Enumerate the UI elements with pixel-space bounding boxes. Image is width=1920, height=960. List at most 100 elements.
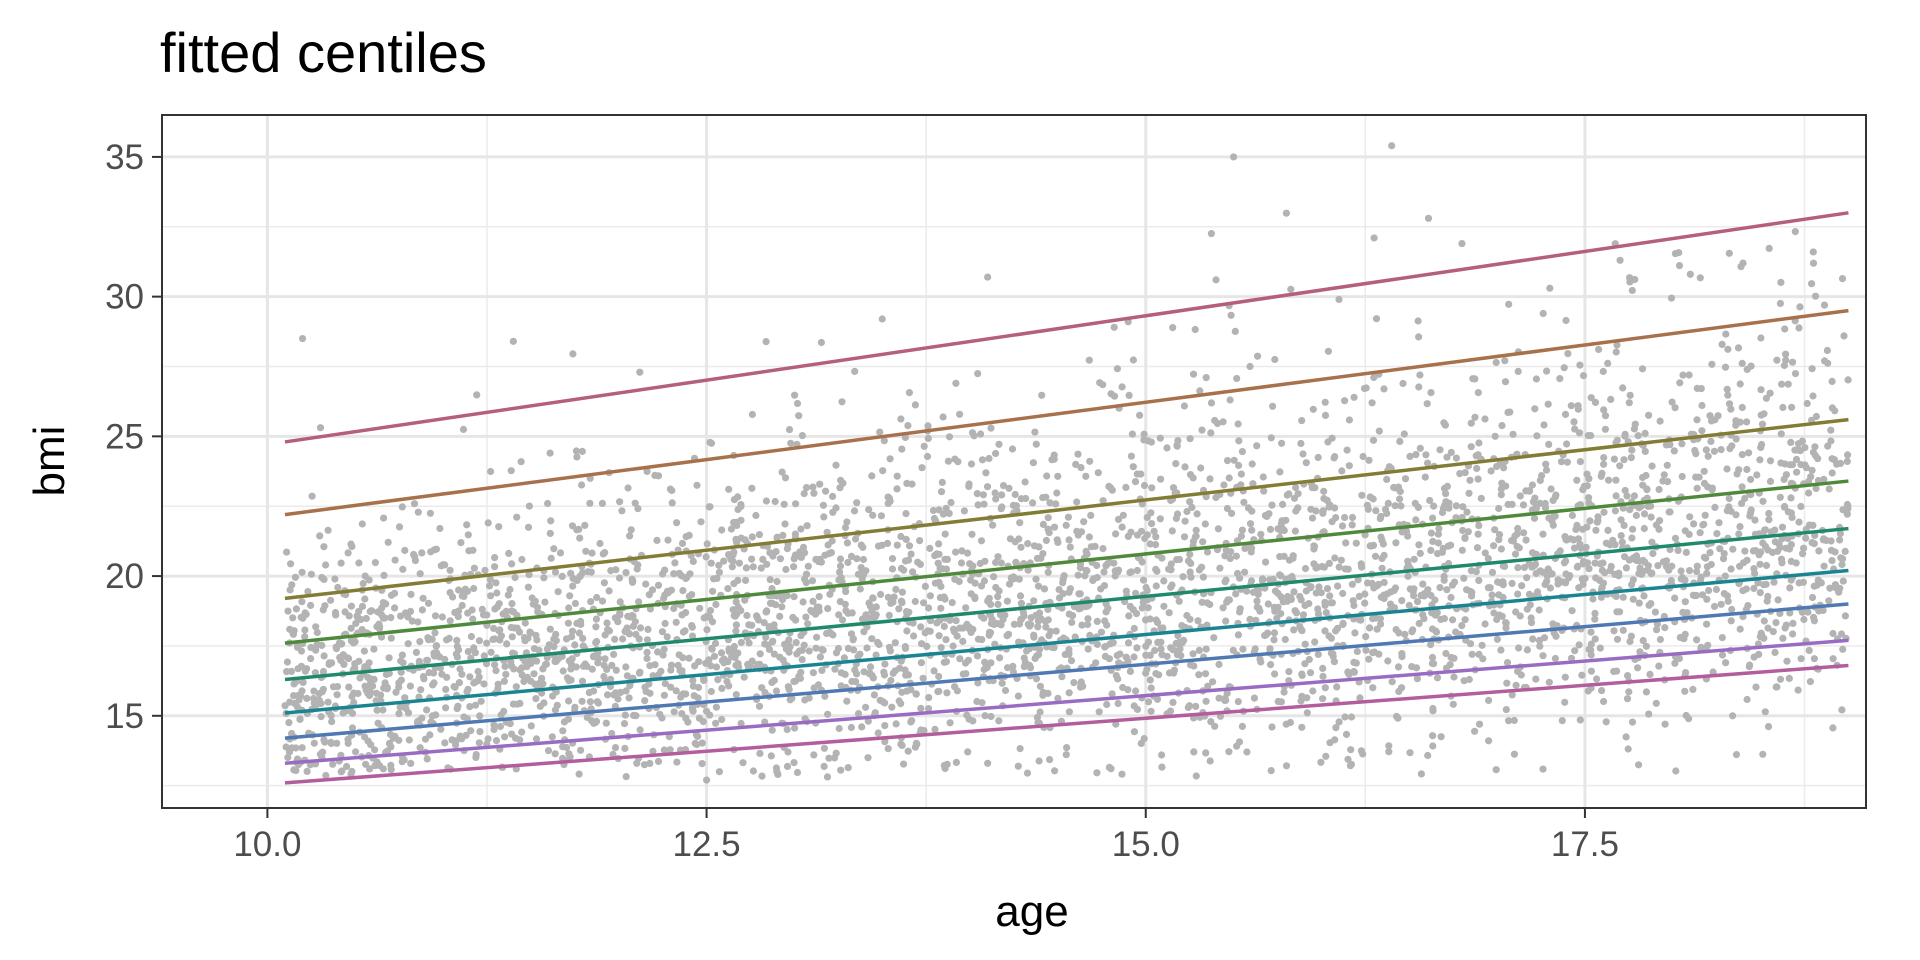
- scatter-point: [324, 526, 332, 534]
- scatter-point: [1012, 558, 1020, 566]
- scatter-point: [733, 538, 741, 547]
- scatter-point: [1189, 537, 1197, 546]
- scatter-point: [1596, 644, 1604, 652]
- scatter-point: [686, 570, 694, 578]
- scatter-point: [1693, 416, 1701, 424]
- scatter-point: [1062, 521, 1070, 529]
- scatter-point: [969, 625, 977, 634]
- scatter-point: [1587, 394, 1595, 402]
- scatter-point: [361, 572, 369, 580]
- scatter-point: [327, 596, 335, 604]
- scatter-point: [594, 659, 602, 667]
- scatter-point: [1062, 751, 1070, 759]
- scatter-point: [1839, 645, 1847, 653]
- scatter-point: [1186, 498, 1194, 506]
- scatter-point: [1532, 504, 1540, 512]
- scatter-point: [1708, 484, 1716, 492]
- scatter-point: [1396, 495, 1404, 503]
- scatter-point: [847, 723, 856, 732]
- scatter-point: [511, 573, 519, 582]
- scatter-point: [1362, 633, 1370, 641]
- scatter-point: [1542, 466, 1551, 474]
- scatter-point: [762, 497, 771, 505]
- scatter-point: [1151, 646, 1159, 655]
- scatter-point: [1808, 593, 1817, 602]
- scatter-point: [791, 391, 799, 399]
- scatter-point: [772, 548, 780, 556]
- scatter-point: [983, 483, 992, 491]
- scatter-point: [303, 767, 311, 776]
- scatter-point: [284, 753, 292, 762]
- scatter-point: [615, 574, 624, 582]
- scatter-point: [1783, 657, 1791, 665]
- scatter-point: [1711, 503, 1719, 511]
- scatter-point: [693, 740, 701, 749]
- scatter-point: [1207, 399, 1216, 407]
- scatter-point: [1209, 678, 1217, 686]
- scatter-point: [1291, 607, 1299, 615]
- scatter-point: [1087, 543, 1095, 551]
- scatter-point: [1424, 459, 1432, 467]
- scatter-point: [634, 505, 642, 513]
- scatter-point: [417, 686, 425, 694]
- scatter-point: [1831, 407, 1839, 415]
- scatter-point: [480, 652, 488, 660]
- scatter-point: [333, 739, 341, 747]
- scatter-point: [1017, 615, 1025, 624]
- scatter-point: [629, 612, 637, 620]
- scatter-point: [982, 469, 990, 477]
- scatter-point: [1319, 695, 1327, 703]
- scatter-point: [897, 532, 905, 541]
- scatter-point: [418, 606, 426, 614]
- scatter-point: [379, 599, 387, 607]
- scatter-point: [623, 672, 632, 680]
- scatter-point: [1801, 444, 1809, 452]
- scatter-point: [1815, 547, 1823, 555]
- scatter-point: [891, 639, 899, 647]
- scatter-point: [1332, 724, 1340, 732]
- scatter-point: [525, 571, 533, 579]
- scatter-point: [868, 635, 876, 643]
- scatter-point: [1652, 699, 1660, 707]
- scatter-point: [1584, 432, 1592, 440]
- scatter-point: [853, 555, 861, 563]
- scatter-point: [373, 706, 381, 714]
- scatter-point: [1238, 526, 1246, 534]
- scatter-point: [1653, 626, 1661, 634]
- scatter-point: [973, 697, 981, 706]
- scatter-point: [681, 627, 689, 635]
- scatter-point: [844, 609, 852, 617]
- scatter-point: [322, 561, 330, 569]
- scatter-point: [822, 487, 830, 495]
- scatter-point: [933, 550, 941, 558]
- scatter-point: [385, 654, 393, 662]
- scatter-point: [790, 563, 798, 571]
- scatter-point: [974, 501, 982, 509]
- scatter-point: [578, 677, 587, 685]
- y-tick-label: 30: [105, 278, 144, 317]
- scatter-point: [301, 626, 309, 634]
- scatter-point: [1408, 628, 1416, 636]
- scatter-point: [1035, 543, 1043, 551]
- scatter-point: [1310, 545, 1318, 553]
- scatter-point: [1667, 294, 1676, 302]
- scatter-point: [568, 633, 576, 641]
- scatter-point: [1152, 582, 1160, 590]
- scatter-point: [964, 748, 972, 756]
- scatter-point: [1599, 579, 1608, 587]
- scatter-point: [839, 479, 847, 487]
- scatter-point: [1604, 359, 1612, 367]
- scatter-point: [1298, 417, 1306, 425]
- scatter-point: [592, 623, 600, 631]
- scatter-point: [1369, 684, 1377, 692]
- scatter-point: [491, 661, 499, 669]
- scatter-point: [1321, 684, 1329, 692]
- scatter-point: [904, 556, 913, 564]
- scatter-point: [1401, 630, 1409, 638]
- scatter-point: [707, 439, 716, 447]
- scatter-point: [419, 594, 427, 602]
- scatter-point: [582, 547, 590, 555]
- scatter-point: [568, 522, 577, 530]
- scatter-point: [423, 755, 431, 763]
- scatter-point: [1250, 694, 1258, 702]
